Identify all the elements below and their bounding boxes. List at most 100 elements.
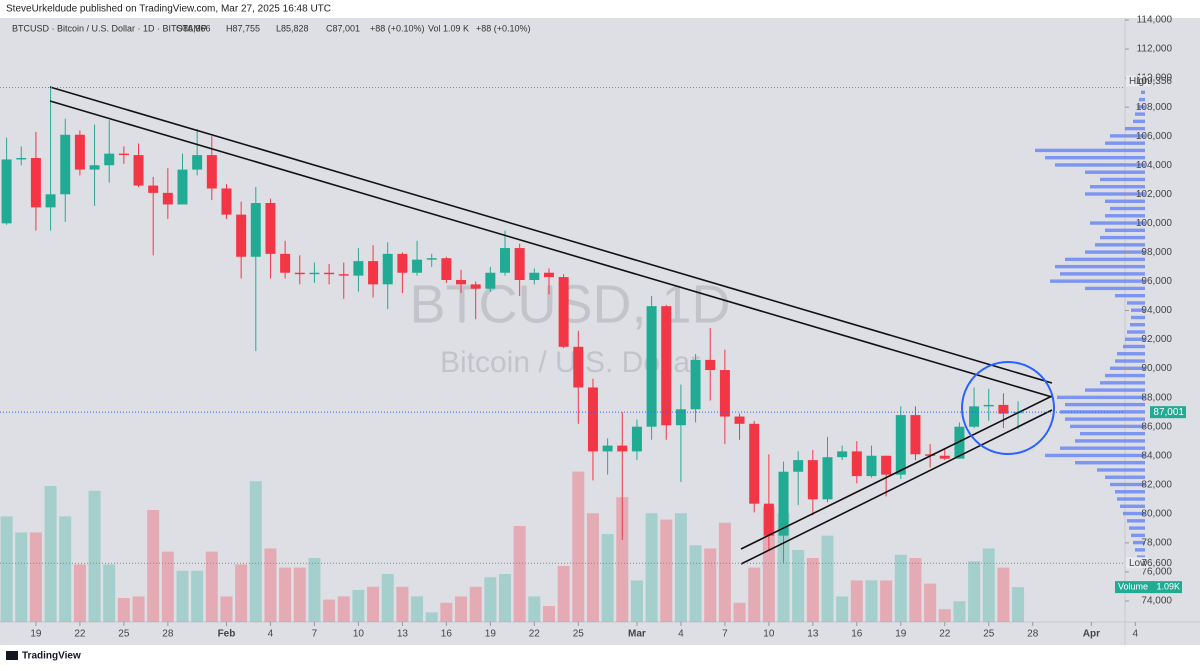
y-tick-label: 96,000: [1141, 276, 1172, 287]
candle-body: [382, 253, 393, 285]
profile-bar: [1065, 257, 1145, 262]
candle-body: [866, 455, 877, 477]
candle-body: [338, 274, 349, 276]
volume-bar: [997, 567, 1010, 622]
candle-body: [851, 451, 862, 477]
candle-body: [558, 277, 569, 347]
candle-body: [837, 451, 848, 458]
y-tick-label: 94,000: [1141, 305, 1172, 316]
published: SteveUrkeldude published on TradingView.…: [6, 4, 331, 15]
volume-bar: [29, 532, 42, 622]
profile-bar: [1127, 330, 1145, 334]
y-tick-label: 76,000: [1141, 567, 1172, 578]
y-tick-label: 86,000: [1141, 421, 1172, 432]
profile-bar: [1057, 395, 1145, 400]
volume-bar: [718, 522, 731, 622]
y-tick-label: 104,000: [1136, 160, 1173, 171]
x-tick-label: 19: [30, 629, 42, 640]
x-tick-label: 4: [678, 629, 684, 640]
volume-bar: [748, 567, 761, 622]
profile-bar: [1123, 344, 1145, 349]
x-tick-label: 16: [441, 629, 453, 640]
profile-bar: [1133, 119, 1145, 124]
volume-bar: [645, 513, 658, 622]
candle-body: [280, 253, 291, 273]
profile-bar: [1125, 126, 1145, 131]
y-tick-label: 100,000: [1136, 218, 1173, 229]
y-tick-label: 90,000: [1141, 363, 1172, 374]
x-tick-label: Feb: [218, 629, 236, 640]
highlight-circle: [961, 361, 1055, 455]
legend-volume: Vol 1.09 K: [428, 23, 469, 33]
x-tick-label: 7: [722, 629, 728, 640]
candle-body: [456, 279, 467, 285]
legend: BTCUSD · Bitcoin / U.S. Dollar · 1D · BI…: [12, 23, 531, 33]
candle-body: [118, 153, 129, 156]
volume-badge-bg: [1115, 581, 1155, 594]
volume-badge-value: 1.09K: [1156, 581, 1180, 591]
profile-bar: [1055, 163, 1145, 167]
profile-bar: [1095, 243, 1145, 247]
volume-bar: [411, 596, 424, 622]
volume-bar: [836, 596, 849, 622]
candle-body: [133, 155, 144, 186]
high-label-bg: [1126, 75, 1150, 87]
profile-bar: [1129, 526, 1145, 530]
profile-bar: [1090, 221, 1145, 225]
candle-body: [45, 194, 56, 208]
y-tick-label: 80,000: [1141, 508, 1172, 519]
candle-body: [30, 157, 41, 208]
x-tick-label: Apr: [1083, 629, 1100, 640]
profile-bar: [1060, 446, 1145, 450]
profile-bar: [1085, 286, 1145, 291]
candle-body: [309, 272, 320, 275]
volume-bar: [1012, 587, 1025, 622]
y-tick-label: 102,000: [1136, 189, 1173, 200]
y-tick-label: 98,000: [1141, 247, 1172, 258]
candle-body: [470, 284, 481, 289]
low-label-bg: [1126, 557, 1148, 569]
profile-bar: [1141, 90, 1145, 95]
logo: [6, 651, 18, 660]
volume-bar: [44, 486, 57, 622]
volume-bar: [557, 566, 570, 622]
volume-bar: [0, 516, 13, 622]
volume-bar: [249, 481, 262, 622]
y-tick-label: 114,000: [1137, 15, 1173, 26]
candle-body: [983, 404, 994, 407]
x-tick-label: 13: [397, 629, 409, 640]
volume-bar: [938, 609, 951, 622]
profile-bar: [1117, 352, 1145, 356]
last-price-bg: [1150, 406, 1186, 419]
candle-body: [74, 134, 85, 170]
volume-bar: [59, 516, 72, 622]
candle-body: [778, 471, 789, 536]
x-tick-label: 10: [353, 629, 365, 640]
y-tick-label: 106,000: [1136, 131, 1173, 142]
x-tick-label: Mar: [628, 629, 646, 640]
x-tick-label: 4: [1133, 629, 1139, 640]
profile-bar: [1127, 519, 1145, 523]
volume-bar: [264, 548, 277, 622]
profile-bar: [1065, 402, 1145, 407]
profile-bar: [1131, 308, 1145, 312]
candle-body: [412, 259, 423, 273]
candle-body: [822, 457, 833, 500]
candle-body: [104, 153, 115, 166]
candle-body: [749, 423, 760, 504]
x-tick-label: 16: [851, 629, 863, 640]
profile-bar: [1125, 337, 1145, 341]
volume-bar: [792, 550, 805, 622]
profile-bar: [1105, 199, 1145, 203]
x-tick-label: 22: [74, 629, 86, 640]
profile-bar: [1097, 468, 1145, 472]
candle-layer: [1, 87, 1024, 564]
profile-bar: [1131, 533, 1145, 538]
profile-bar: [1035, 148, 1145, 153]
volume-bar: [367, 586, 380, 622]
profile-bar: [1110, 206, 1145, 211]
volume-bar: [601, 534, 614, 622]
volume-bar: [293, 567, 306, 622]
volume-bar: [103, 564, 116, 622]
volume-bar: [499, 574, 512, 622]
